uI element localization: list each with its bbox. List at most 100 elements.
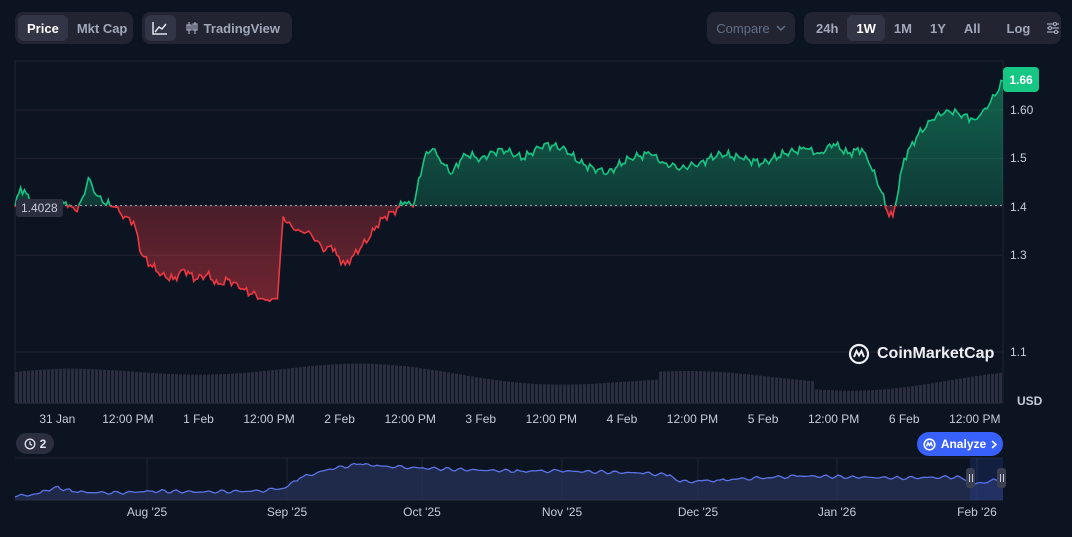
line-chart-icon [152,22,168,35]
range-1y-button[interactable]: 1Y [929,20,946,36]
volume-bar [467,375,470,403]
compare-dropdown[interactable]: Compare [707,12,795,44]
volume-bar [247,372,250,403]
analyze-button[interactable]: Analyze [917,432,1003,456]
events-badge[interactable]: 2 [16,433,54,454]
x-tick-label: 12:00 PM [243,412,295,426]
x-tick-label: 6 Feb [888,412,920,426]
price-tab[interactable]: Price [18,15,68,41]
volume-bar [747,374,750,403]
mktcap-tab[interactable]: Mkt Cap [76,20,128,36]
volume-bar [483,378,486,403]
volume-bar [271,370,274,403]
line-chart-button[interactable] [145,15,176,41]
volume-bar [227,373,230,403]
volume-bar [99,369,102,403]
volume-bar [639,380,642,403]
range-all-button[interactable]: All [963,20,981,36]
volume-bar [507,381,510,403]
volume-bar [663,371,666,403]
volume-bar [459,374,462,403]
volume-bar [595,383,598,403]
volume-bar [403,366,406,403]
navigator-left-handle[interactable] [966,468,975,488]
volume-bar [783,378,786,403]
volume-bar [911,386,914,403]
volume-bar [147,372,150,403]
volume-bar [615,382,618,403]
volume-bar [951,379,954,403]
volume-bar [379,364,382,403]
volume-bar [751,374,754,403]
volume-bar [15,371,18,403]
volume-bar [719,372,722,403]
volume-bar [307,366,310,403]
volume-bar [159,373,162,403]
volume-bar [491,379,494,403]
volume-bar [567,384,570,403]
volume-bar [95,369,98,403]
volume-bar [167,373,170,403]
range-1m-button[interactable]: 1M [893,20,912,36]
volume-bar [351,363,354,403]
volume-bar [767,376,770,403]
volume-bar [275,369,278,403]
volume-bar [279,369,282,403]
volume-bar [667,371,670,403]
volume-bar [723,372,726,403]
volume-bar [743,373,746,403]
volume-bar [627,381,630,403]
volume-bar [943,381,946,403]
navigator-right-handle[interactable] [997,468,1006,488]
volume-bar [535,383,538,403]
tradingview-button[interactable]: TradingView [176,15,289,41]
volume-bar [431,369,434,403]
volume-bar [119,370,122,403]
navigator-x-label: Feb '26 [957,505,997,519]
volume-bar [711,371,714,403]
y-tick-label: 1.4 [1010,199,1027,214]
volume-bar [771,376,774,403]
volume-bar [443,371,446,403]
events-count: 2 [39,436,47,451]
range-1w-button[interactable]: 1W [847,15,885,41]
volume-bar [827,390,830,403]
volume-bar [883,389,886,403]
range-24h-button[interactable]: 24h [816,20,839,36]
volume-bar [115,370,118,403]
log-scale-button[interactable]: Log [1006,20,1031,36]
volume-bar [683,370,686,403]
volume-bar [947,380,950,403]
volume-bar [331,364,334,403]
volume-bar [327,364,330,403]
volume-bar [287,368,290,403]
volume-bar [195,374,198,403]
volume-bar [211,374,214,403]
volume-bar [359,363,362,403]
volume-bar [859,390,862,403]
volume-bar [699,371,702,403]
volume-bar [531,383,534,403]
y-tick-label: 1.5 [1010,151,1027,166]
volume-bar [963,377,966,403]
volume-bar [807,380,810,403]
volume-bar [527,383,530,403]
volume-bar [475,377,478,403]
volume-bar [875,389,878,403]
volume-bar [967,377,970,403]
volume-bar [647,380,650,403]
volume-bar [75,368,78,403]
watermark-text: CoinMarketCap [877,345,995,362]
x-tick-label: 12:00 PM [102,412,154,426]
chart-settings-button[interactable] [1039,15,1067,41]
volume-bar [183,374,186,403]
volume-bar [887,388,890,403]
volume-bar [407,366,410,403]
volume-bar [579,384,582,403]
volume-bar [559,384,562,403]
volume-bar [123,370,126,403]
volume-bar [707,371,710,403]
volume-bar [671,371,674,403]
volume-bar [339,364,342,403]
